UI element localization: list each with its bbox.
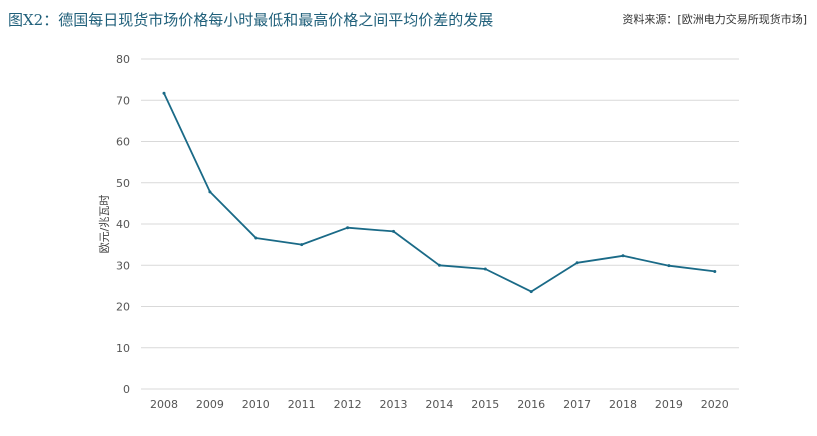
data-point bbox=[437, 263, 441, 267]
data-point bbox=[575, 261, 579, 265]
series-line bbox=[163, 92, 715, 293]
y-tick-label: 30 bbox=[116, 259, 130, 272]
series-layer bbox=[162, 91, 717, 294]
data-point bbox=[621, 254, 625, 258]
data-point bbox=[254, 236, 258, 240]
data-point bbox=[162, 91, 166, 95]
x-tick-label: 2008 bbox=[150, 398, 178, 411]
data-point bbox=[483, 267, 487, 271]
x-tick-label: 2013 bbox=[380, 398, 408, 411]
gridlines bbox=[141, 58, 739, 390]
y-tick-label: 80 bbox=[116, 53, 130, 66]
y-axis-ticks: 0 10 20 30 40 50 60 70 80 bbox=[116, 53, 130, 396]
y-tick-label: 0 bbox=[123, 383, 130, 396]
x-tick-label: 2015 bbox=[471, 398, 499, 411]
data-point bbox=[713, 269, 717, 273]
x-tick-label: 2010 bbox=[242, 398, 270, 411]
x-tick-label: 2014 bbox=[425, 398, 453, 411]
chart-source: 资料来源：[欧洲电力交易所现货市场] bbox=[622, 13, 807, 26]
y-tick-label: 70 bbox=[116, 94, 130, 107]
x-tick-label: 2018 bbox=[609, 398, 637, 411]
data-point bbox=[392, 229, 395, 233]
x-axis-ticks: 2008 2009 2010 2011 2012 2013 2014 2015 2016 2017… bbox=[150, 398, 729, 411]
y-tick-label: 60 bbox=[116, 136, 130, 149]
y-tick-label: 10 bbox=[116, 342, 130, 355]
x-tick-label: 2016 bbox=[517, 398, 545, 411]
y-tick-label: 50 bbox=[116, 177, 130, 190]
y-tick-label: 40 bbox=[116, 218, 130, 231]
data-point bbox=[667, 264, 671, 268]
x-tick-label: 2009 bbox=[196, 398, 224, 411]
x-tick-label: 2020 bbox=[701, 398, 729, 411]
data-point bbox=[300, 243, 304, 247]
x-tick-label: 2011 bbox=[288, 398, 316, 411]
data-point bbox=[208, 190, 212, 194]
y-tick-label: 20 bbox=[116, 301, 130, 314]
x-tick-label: 2019 bbox=[655, 398, 683, 411]
data-point bbox=[346, 226, 350, 230]
data-point bbox=[529, 290, 533, 294]
chart-title: 图X2：德国每日现货市场价格每小时最低和最高价格之间平均价差的发展 bbox=[8, 11, 494, 29]
y-axis-label: 欧元/兆瓦时 bbox=[98, 195, 111, 254]
x-tick-label: 2017 bbox=[563, 398, 591, 411]
x-tick-label: 2012 bbox=[334, 398, 362, 411]
